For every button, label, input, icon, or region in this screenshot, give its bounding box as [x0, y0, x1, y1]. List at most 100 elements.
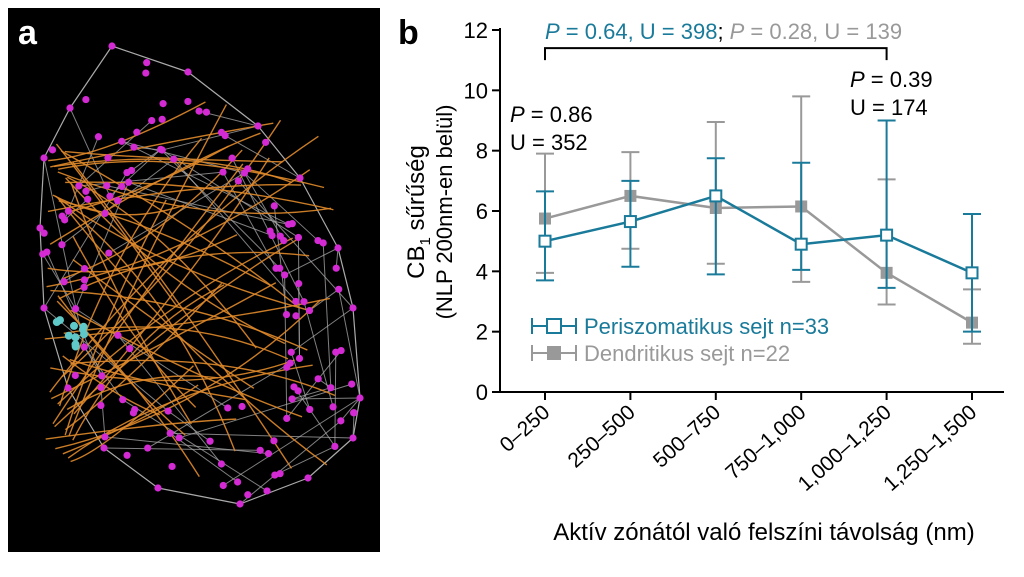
node-dot: [349, 434, 357, 442]
node-dot: [300, 298, 308, 306]
node-dot: [124, 178, 133, 186]
fiber-lines: [44, 101, 336, 478]
node-dot: [206, 437, 214, 445]
stat-right-p: P = 0.39: [850, 67, 933, 92]
node-dot: [294, 387, 302, 395]
node-dot: [40, 154, 48, 162]
mesh-line: [244, 172, 285, 241]
cluster-dot: [55, 316, 64, 325]
node-dot: [287, 348, 295, 356]
node-dot: [103, 182, 111, 190]
mesh-line: [334, 352, 337, 447]
node-dot: [159, 100, 167, 108]
fiber-line: [58, 160, 325, 189]
fiber-line: [46, 169, 311, 288]
node-dot: [48, 146, 57, 154]
fiber-line: [64, 282, 223, 431]
data-point: [709, 189, 723, 203]
x-tick-label: 1,250–1,500: [879, 401, 981, 496]
node-dot: [144, 444, 152, 452]
hull-line: [157, 487, 241, 505]
node-dot: [106, 192, 114, 200]
fiber-line: [57, 171, 332, 215]
mesh-line: [222, 397, 361, 486]
node-dot: [264, 450, 273, 458]
mesh-line: [239, 420, 342, 505]
data-point: [538, 234, 552, 248]
node-dot: [337, 417, 345, 425]
stat-right-u: U = 174: [850, 95, 928, 120]
fiber-line: [68, 104, 228, 437]
mesh-line: [244, 172, 319, 241]
node-dot: [276, 232, 284, 240]
x-tick-label: 500–750: [649, 401, 725, 473]
mesh-line: [100, 387, 106, 437]
node-dot: [143, 59, 151, 67]
node-dot: [238, 402, 246, 411]
node-dot: [288, 395, 296, 403]
node-dot: [98, 372, 106, 380]
node-dot: [175, 434, 183, 442]
panel-a-letter: a: [18, 14, 38, 52]
node-dot: [270, 202, 278, 210]
node-dot: [266, 227, 274, 235]
fiber-line: [67, 176, 257, 349]
node-dot: [292, 312, 300, 320]
node-dot: [236, 500, 244, 508]
node-dot: [295, 354, 304, 363]
x-tick-label: 750–1,000: [721, 401, 810, 485]
mesh-line: [173, 158, 297, 302]
fiber-line: [50, 359, 295, 382]
node-dot: [334, 244, 342, 252]
node-dot: [126, 345, 134, 353]
hull-line: [307, 437, 354, 479]
node-dot: [114, 197, 122, 205]
node-dot: [244, 491, 252, 499]
hull-line: [299, 177, 339, 249]
hull-line: [69, 45, 113, 109]
node-dot: [97, 383, 105, 392]
node-dot: [64, 207, 73, 215]
node-dot: [104, 154, 112, 162]
panel-b-chart: b CB1 sűrűség (NLP 200nm-en belül) 0 2 4 6 8…: [392, 0, 1024, 572]
reconstruction-graphic: a: [18, 14, 364, 508]
fiber-line: [71, 145, 229, 212]
node-dot: [64, 384, 72, 392]
node-dot: [283, 363, 291, 371]
node-dot: [335, 285, 343, 293]
x-tick-label: 0–250: [496, 401, 555, 457]
node-dot: [58, 241, 66, 249]
hull-line: [257, 125, 301, 179]
fiber-line: [70, 359, 336, 397]
cluster-dot: [78, 325, 87, 334]
node-dot: [184, 97, 192, 106]
node-dot: [133, 128, 141, 136]
fiber-line: [63, 326, 289, 360]
cluster-dot: [69, 321, 78, 330]
node-dot: [158, 115, 166, 123]
stat-left-p: P = 0.86: [510, 102, 593, 127]
node-dot: [276, 264, 284, 272]
vertex-nodes: [36, 42, 364, 508]
node-dot: [217, 128, 226, 136]
cluster-dot: [71, 333, 80, 342]
mesh-line: [43, 157, 85, 348]
node-dot: [39, 250, 47, 258]
fiber-line: [73, 157, 270, 415]
stat-left-u: U = 352: [510, 130, 588, 155]
mesh-line: [290, 352, 311, 410]
node-dot: [154, 484, 162, 492]
mesh-line: [338, 289, 361, 399]
node-dot: [350, 409, 358, 417]
data-point: [880, 228, 894, 242]
svg-text:(NLP 200nm-en belül): (NLP 200nm-en belül): [432, 105, 457, 320]
cluster-dot: [64, 331, 73, 340]
node-dot: [295, 280, 303, 288]
node-dot: [262, 138, 270, 146]
hull-line: [187, 71, 259, 127]
node-dot: [127, 166, 136, 175]
node-dot: [306, 405, 314, 414]
fiber-line: [70, 365, 194, 463]
mesh-line: [286, 350, 342, 419]
y-tick-label: 4: [476, 259, 488, 284]
